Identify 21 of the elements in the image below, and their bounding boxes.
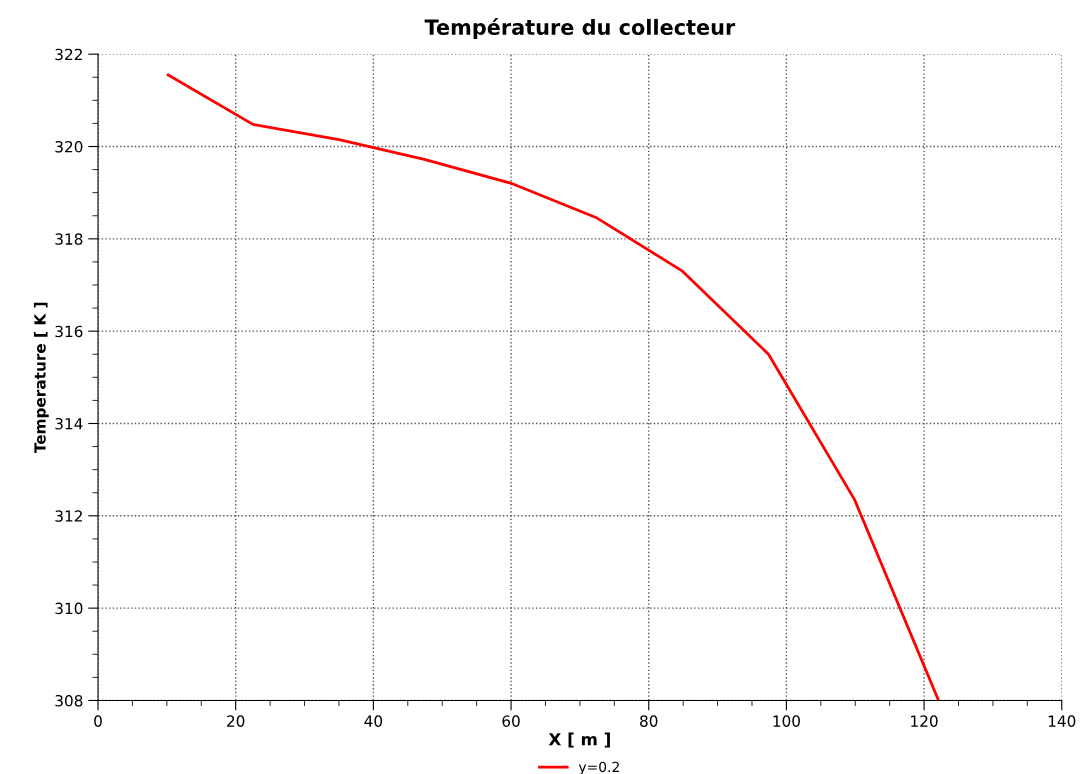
- x-axis-title: X [ m ]: [548, 732, 610, 748]
- y-tick-label: 312: [55, 510, 82, 522]
- x-tick-label: 120: [911, 715, 938, 727]
- x-tick-label: 80: [640, 715, 658, 727]
- chart-title: Température du collecteur: [424, 18, 736, 40]
- x-tick-label: 60: [502, 715, 520, 727]
- y-tick-label: 316: [55, 325, 83, 338]
- x-tick-label: 0: [94, 715, 102, 727]
- y-tick-label: 322: [55, 48, 82, 61]
- line-series: [166, 73, 940, 701]
- x-tick-label: 100: [773, 715, 800, 727]
- x-tick-label: 140: [1048, 715, 1076, 727]
- y-tick-label: 314: [55, 417, 83, 430]
- y-tick-label: 308: [55, 694, 83, 707]
- legend-label: y=0.2: [578, 761, 619, 774]
- y-tick-label: 318: [55, 233, 83, 245]
- x-tick-label: 20: [227, 715, 245, 727]
- y-axis-title: Temperature [ K ]: [33, 302, 49, 454]
- x-tick-label: 40: [364, 715, 383, 727]
- y-tick-label: 310: [55, 602, 83, 615]
- y-tick-label: 320: [55, 140, 83, 153]
